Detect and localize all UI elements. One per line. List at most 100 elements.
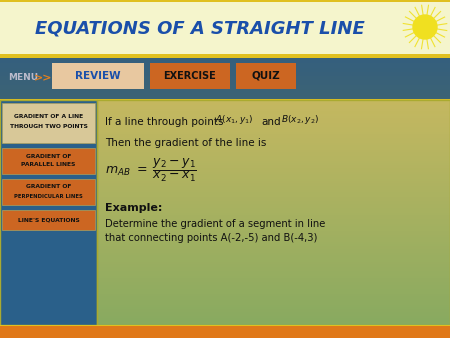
Text: THROUGH TWO POINTS: THROUGH TWO POINTS [9, 123, 87, 128]
Bar [97, 244, 450, 247]
Bar [0, 13, 450, 17]
Bar [97, 237, 450, 240]
Bar [0, 258, 450, 262]
Bar [97, 307, 450, 310]
Bar [97, 208, 450, 211]
Bar [0, 177, 450, 182]
Bar [0, 148, 450, 152]
Bar [0, 296, 450, 300]
Bar [0, 47, 450, 51]
Bar [0, 173, 450, 178]
Bar [0, 84, 450, 89]
Bar [0, 144, 450, 148]
Bar [97, 194, 450, 197]
Bar [97, 201, 450, 204]
Bar [97, 251, 450, 254]
Bar [0, 156, 450, 161]
Text: GRADIENT OF A LINE: GRADIENT OF A LINE [14, 114, 83, 119]
Bar [0, 8, 450, 13]
Bar [97, 172, 450, 175]
Bar [0, 220, 450, 224]
Bar [97, 280, 450, 283]
Bar [97, 316, 450, 319]
Bar [0, 0, 450, 5]
Text: QUIZ: QUIZ [252, 71, 280, 81]
Bar [0, 59, 450, 64]
Bar [2, 179, 95, 205]
Bar [97, 253, 450, 256]
Bar [97, 233, 450, 236]
Bar [97, 226, 450, 229]
Bar [97, 291, 450, 294]
Bar [97, 179, 450, 182]
Bar [97, 190, 450, 193]
Bar [97, 165, 450, 168]
Bar [97, 125, 450, 127]
Bar [97, 104, 450, 107]
Bar [97, 183, 450, 186]
Bar [0, 262, 450, 267]
Bar [2, 103, 95, 143]
Bar [0, 152, 450, 157]
Bar [0, 321, 450, 326]
Bar [0, 203, 450, 208]
Bar [97, 287, 450, 290]
Circle shape [413, 15, 437, 39]
Bar [97, 197, 450, 199]
Bar [97, 217, 450, 220]
Bar [97, 248, 450, 251]
Bar [97, 170, 450, 172]
Bar [0, 56, 450, 57]
Bar [97, 275, 450, 278]
Bar [97, 264, 450, 267]
Bar [0, 72, 450, 76]
Bar [97, 231, 450, 233]
Bar [0, 100, 97, 325]
Bar [0, 118, 450, 123]
Text: GRADIENT OF: GRADIENT OF [26, 153, 71, 159]
Text: and: and [261, 117, 281, 127]
Text: $A(x_1,y_1)$: $A(x_1,y_1)$ [215, 114, 254, 126]
Bar [2, 210, 95, 230]
Bar [97, 258, 450, 260]
Bar [97, 246, 450, 249]
Bar [0, 317, 450, 321]
Bar [97, 116, 450, 119]
Bar [97, 159, 450, 161]
Bar [97, 266, 450, 269]
Bar [0, 110, 450, 115]
Bar [97, 199, 450, 202]
Text: MENU: MENU [8, 73, 38, 82]
Bar [0, 100, 97, 325]
Bar [0, 55, 450, 59]
Bar [97, 269, 450, 271]
Bar [97, 305, 450, 308]
Bar [0, 101, 450, 106]
Bar [97, 213, 450, 215]
Bar [97, 282, 450, 285]
Bar [0, 161, 450, 165]
Bar [0, 283, 450, 288]
Bar [97, 147, 450, 150]
Bar [97, 122, 450, 125]
Bar [97, 145, 450, 148]
Bar [0, 135, 450, 140]
Bar [0, 51, 450, 55]
Bar [97, 260, 450, 263]
Bar [97, 221, 450, 224]
Bar [0, 198, 450, 203]
Bar [97, 318, 450, 321]
Bar [0, 274, 450, 279]
Bar [0, 17, 450, 22]
Bar [97, 161, 450, 164]
Bar [97, 168, 450, 170]
Bar [97, 242, 450, 244]
Bar [150, 63, 230, 89]
Bar [97, 114, 450, 116]
Bar [0, 211, 450, 216]
Bar [97, 109, 450, 112]
Bar [0, 325, 450, 330]
Bar [0, 30, 450, 34]
Bar [0, 190, 450, 195]
Bar [0, 169, 450, 174]
